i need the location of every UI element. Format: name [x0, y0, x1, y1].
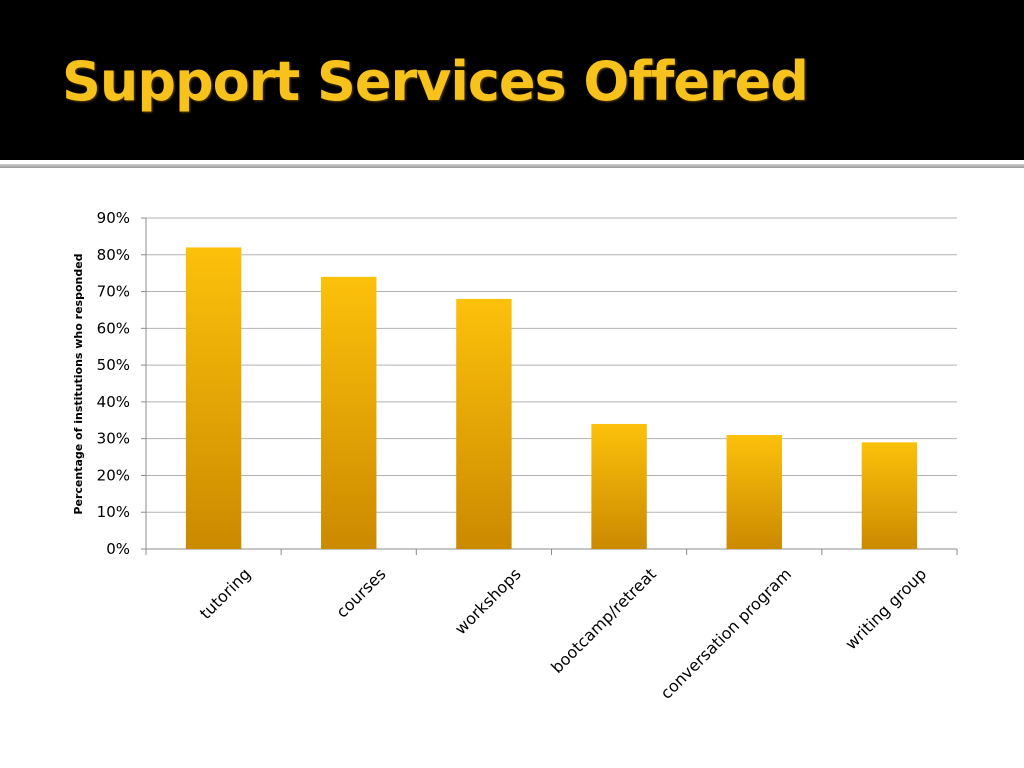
y-tick-label: 30%	[97, 430, 130, 448]
bar-courses	[321, 276, 377, 549]
y-tick-label: 70%	[97, 283, 130, 301]
x-tick-label: writing group	[841, 564, 930, 653]
x-tick-label: conversation program	[657, 564, 795, 702]
y-tick-label: 20%	[97, 466, 130, 484]
y-tick-labels: 0% 10% 20% 30% 40% 50% 60% 70% 80% 90%	[97, 209, 130, 558]
bar-writing-group	[861, 442, 918, 549]
axes	[141, 217, 958, 555]
x-tick-labels: tutoring courses workshops bootcamp/retreat…	[196, 564, 930, 702]
y-tick-label: 0%	[106, 540, 130, 558]
y-axis-label: Percentage of institutions who responded	[72, 253, 85, 514]
slide-title: Support Services Offered	[62, 50, 809, 113]
x-tick-label: tutoring	[196, 564, 255, 623]
y-tick-label: 80%	[97, 246, 130, 264]
x-tick-label: workshops	[451, 564, 525, 638]
x-tick-label: bootcamp/retreat	[547, 564, 660, 677]
y-tick-label: 10%	[97, 503, 130, 521]
bar-conversation-program	[726, 434, 782, 549]
x-tick-label: courses	[332, 564, 389, 621]
bar-tutoring	[185, 247, 242, 549]
y-tick-label: 60%	[97, 319, 130, 337]
y-tick-label: 90%	[97, 209, 130, 227]
y-tick-label: 50%	[97, 356, 130, 374]
bar-workshops	[456, 298, 512, 549]
title-bar: Support Services Offered	[0, 0, 1024, 160]
title-divider	[0, 164, 1024, 168]
bars	[185, 247, 918, 549]
gridlines	[146, 217, 957, 513]
y-tick-label: 40%	[97, 393, 130, 411]
bar-bootcamp-retreat	[591, 423, 647, 549]
